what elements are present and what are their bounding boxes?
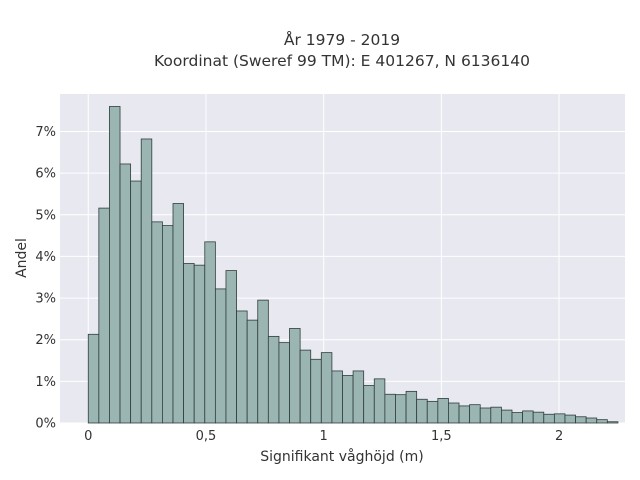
histogram-bar xyxy=(236,310,248,424)
histogram-bar xyxy=(246,319,259,424)
histogram-bar xyxy=(257,299,269,424)
x-tick-labels: 0 0,5 1 1,5 2 xyxy=(84,429,563,444)
histogram-bar xyxy=(469,404,481,424)
histogram-bar xyxy=(289,328,301,424)
histogram-bar xyxy=(310,358,322,424)
y-tick-label: 2% xyxy=(35,333,56,348)
y-tick-label: 4% xyxy=(35,250,56,265)
histogram-bar xyxy=(140,138,153,424)
histogram-bar xyxy=(585,417,598,424)
histogram-bar xyxy=(342,375,354,424)
histogram-bar xyxy=(299,349,312,424)
histogram-bar xyxy=(532,411,545,424)
histogram-bar xyxy=(119,163,132,424)
histogram-bar xyxy=(214,288,227,424)
x-tick-label: 0,5 xyxy=(196,429,217,444)
x-axis-label: Signifikant våghöjd (m) xyxy=(260,448,423,465)
y-tick-label: 3% xyxy=(35,292,56,307)
histogram-bar xyxy=(151,221,163,424)
histogram-bar xyxy=(511,412,523,424)
histogram-bar xyxy=(352,370,365,424)
histogram-bar xyxy=(193,264,206,424)
histogram-bar xyxy=(87,333,100,424)
histogram-bar xyxy=(331,370,343,424)
histogram-bar xyxy=(426,400,439,424)
histogram-bar xyxy=(384,393,396,424)
histogram-bar xyxy=(183,263,195,424)
chart-title: År 1979 - 2019 xyxy=(284,30,400,49)
y-tick-label: 5% xyxy=(35,208,56,223)
histogram-bar xyxy=(448,402,460,424)
histogram-bar xyxy=(543,413,555,424)
histogram-bar xyxy=(416,398,428,424)
y-tick-label: 6% xyxy=(35,167,56,182)
y-tick-labels: 0% 1% 2% 3% 4% 5% 6% 7% xyxy=(35,125,56,432)
histogram-bar xyxy=(130,180,142,424)
histogram-bar xyxy=(596,419,608,424)
histogram-bar xyxy=(490,406,502,424)
histogram-bar xyxy=(278,342,290,424)
x-tick-label: 0 xyxy=(84,429,92,444)
histogram-bar xyxy=(225,270,237,424)
y-tick-label: 0% xyxy=(35,417,56,432)
x-tick-label: 2 xyxy=(555,429,563,444)
bars xyxy=(87,106,619,424)
histogram-bar xyxy=(172,203,184,424)
histogram-bar xyxy=(575,416,587,424)
histogram-bar xyxy=(501,409,513,424)
histogram-bar xyxy=(564,414,576,424)
histogram-bar xyxy=(98,207,110,424)
histogram-bar xyxy=(204,241,216,424)
histogram-bar xyxy=(320,352,333,424)
histogram-bar xyxy=(437,398,449,424)
histogram-bar xyxy=(109,106,121,424)
histogram-bar xyxy=(606,421,619,424)
histogram-bar xyxy=(267,335,280,424)
y-axis-label: Andel xyxy=(14,238,30,278)
histogram-bar xyxy=(162,225,174,424)
histogram-bar xyxy=(553,413,566,424)
histogram-bar xyxy=(522,410,534,424)
x-tick-label: 1,5 xyxy=(431,429,452,444)
histogram-bar xyxy=(479,407,492,424)
y-tick-label: 1% xyxy=(35,375,56,390)
histogram-bar xyxy=(395,394,407,424)
y-tick-label: 7% xyxy=(35,125,56,140)
chart-subtitle: Koordinat (Sweref 99 TM): E 401267, N 61… xyxy=(154,52,530,70)
histogram-bar xyxy=(363,385,375,424)
histogram-bar xyxy=(405,390,418,424)
histogram-bar xyxy=(373,378,386,424)
histogram-bar xyxy=(458,405,471,424)
x-tick-label: 1 xyxy=(320,429,328,444)
